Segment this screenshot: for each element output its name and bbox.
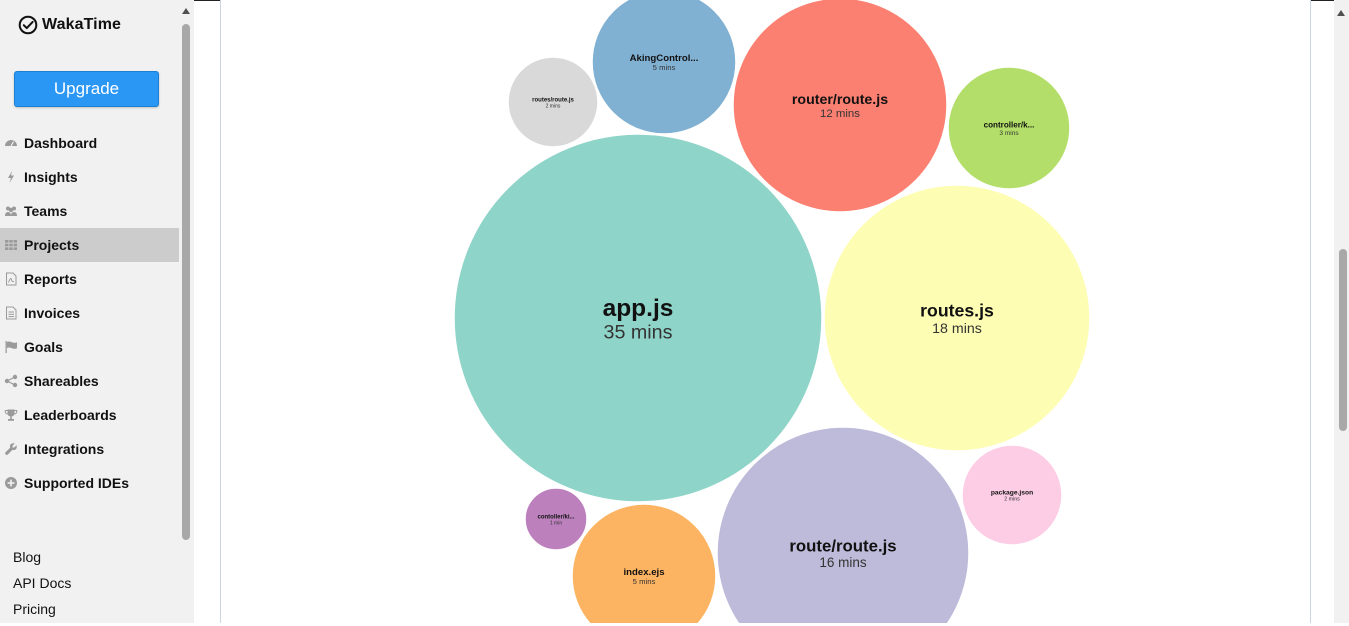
bubble-duration: 3 mins	[999, 130, 1019, 137]
bubble-file-name: route/route.js	[789, 537, 896, 556]
bubble-akingcontroller[interactable]: AkingControl...5 mins	[592, 0, 736, 134]
bubble-file-name: controller/k...	[984, 120, 1035, 129]
page-scrollbar[interactable]	[1334, 0, 1349, 623]
bubble-controller-k[interactable]: controller/k...3 mins	[948, 67, 1070, 189]
bubble-duration: 12 mins	[820, 108, 860, 120]
bubble-file-name: router/route.js	[792, 92, 888, 108]
bubble-duration: 2 mins	[1004, 497, 1020, 503]
bubble-duration: 35 mins	[604, 322, 673, 344]
bubble-duration: 5 mins	[633, 577, 656, 586]
bubble-circle[interactable]	[572, 504, 716, 623]
page-scrollbar-thumb[interactable]	[1339, 249, 1347, 431]
bubble-duration: 18 mins	[932, 321, 982, 337]
bubble-duration: 5 mins	[653, 63, 676, 72]
bubble-duration: 1 min	[550, 520, 562, 526]
bubble-routes-route-js[interactable]: routes/route.js2 mins	[508, 57, 598, 147]
bubble-file-name: package.json	[991, 489, 1033, 496]
bubble-contoller-ki[interactable]: contoller/ki...1 min	[525, 488, 587, 550]
bubble-file-name: routes.js	[920, 301, 994, 321]
page-scroll-up-arrow-icon[interactable]	[1337, 10, 1345, 16]
bubble-duration: 2 mins	[546, 103, 561, 109]
bubble-duration: 16 mins	[819, 555, 867, 570]
bubble-file-name: app.js	[603, 295, 674, 322]
